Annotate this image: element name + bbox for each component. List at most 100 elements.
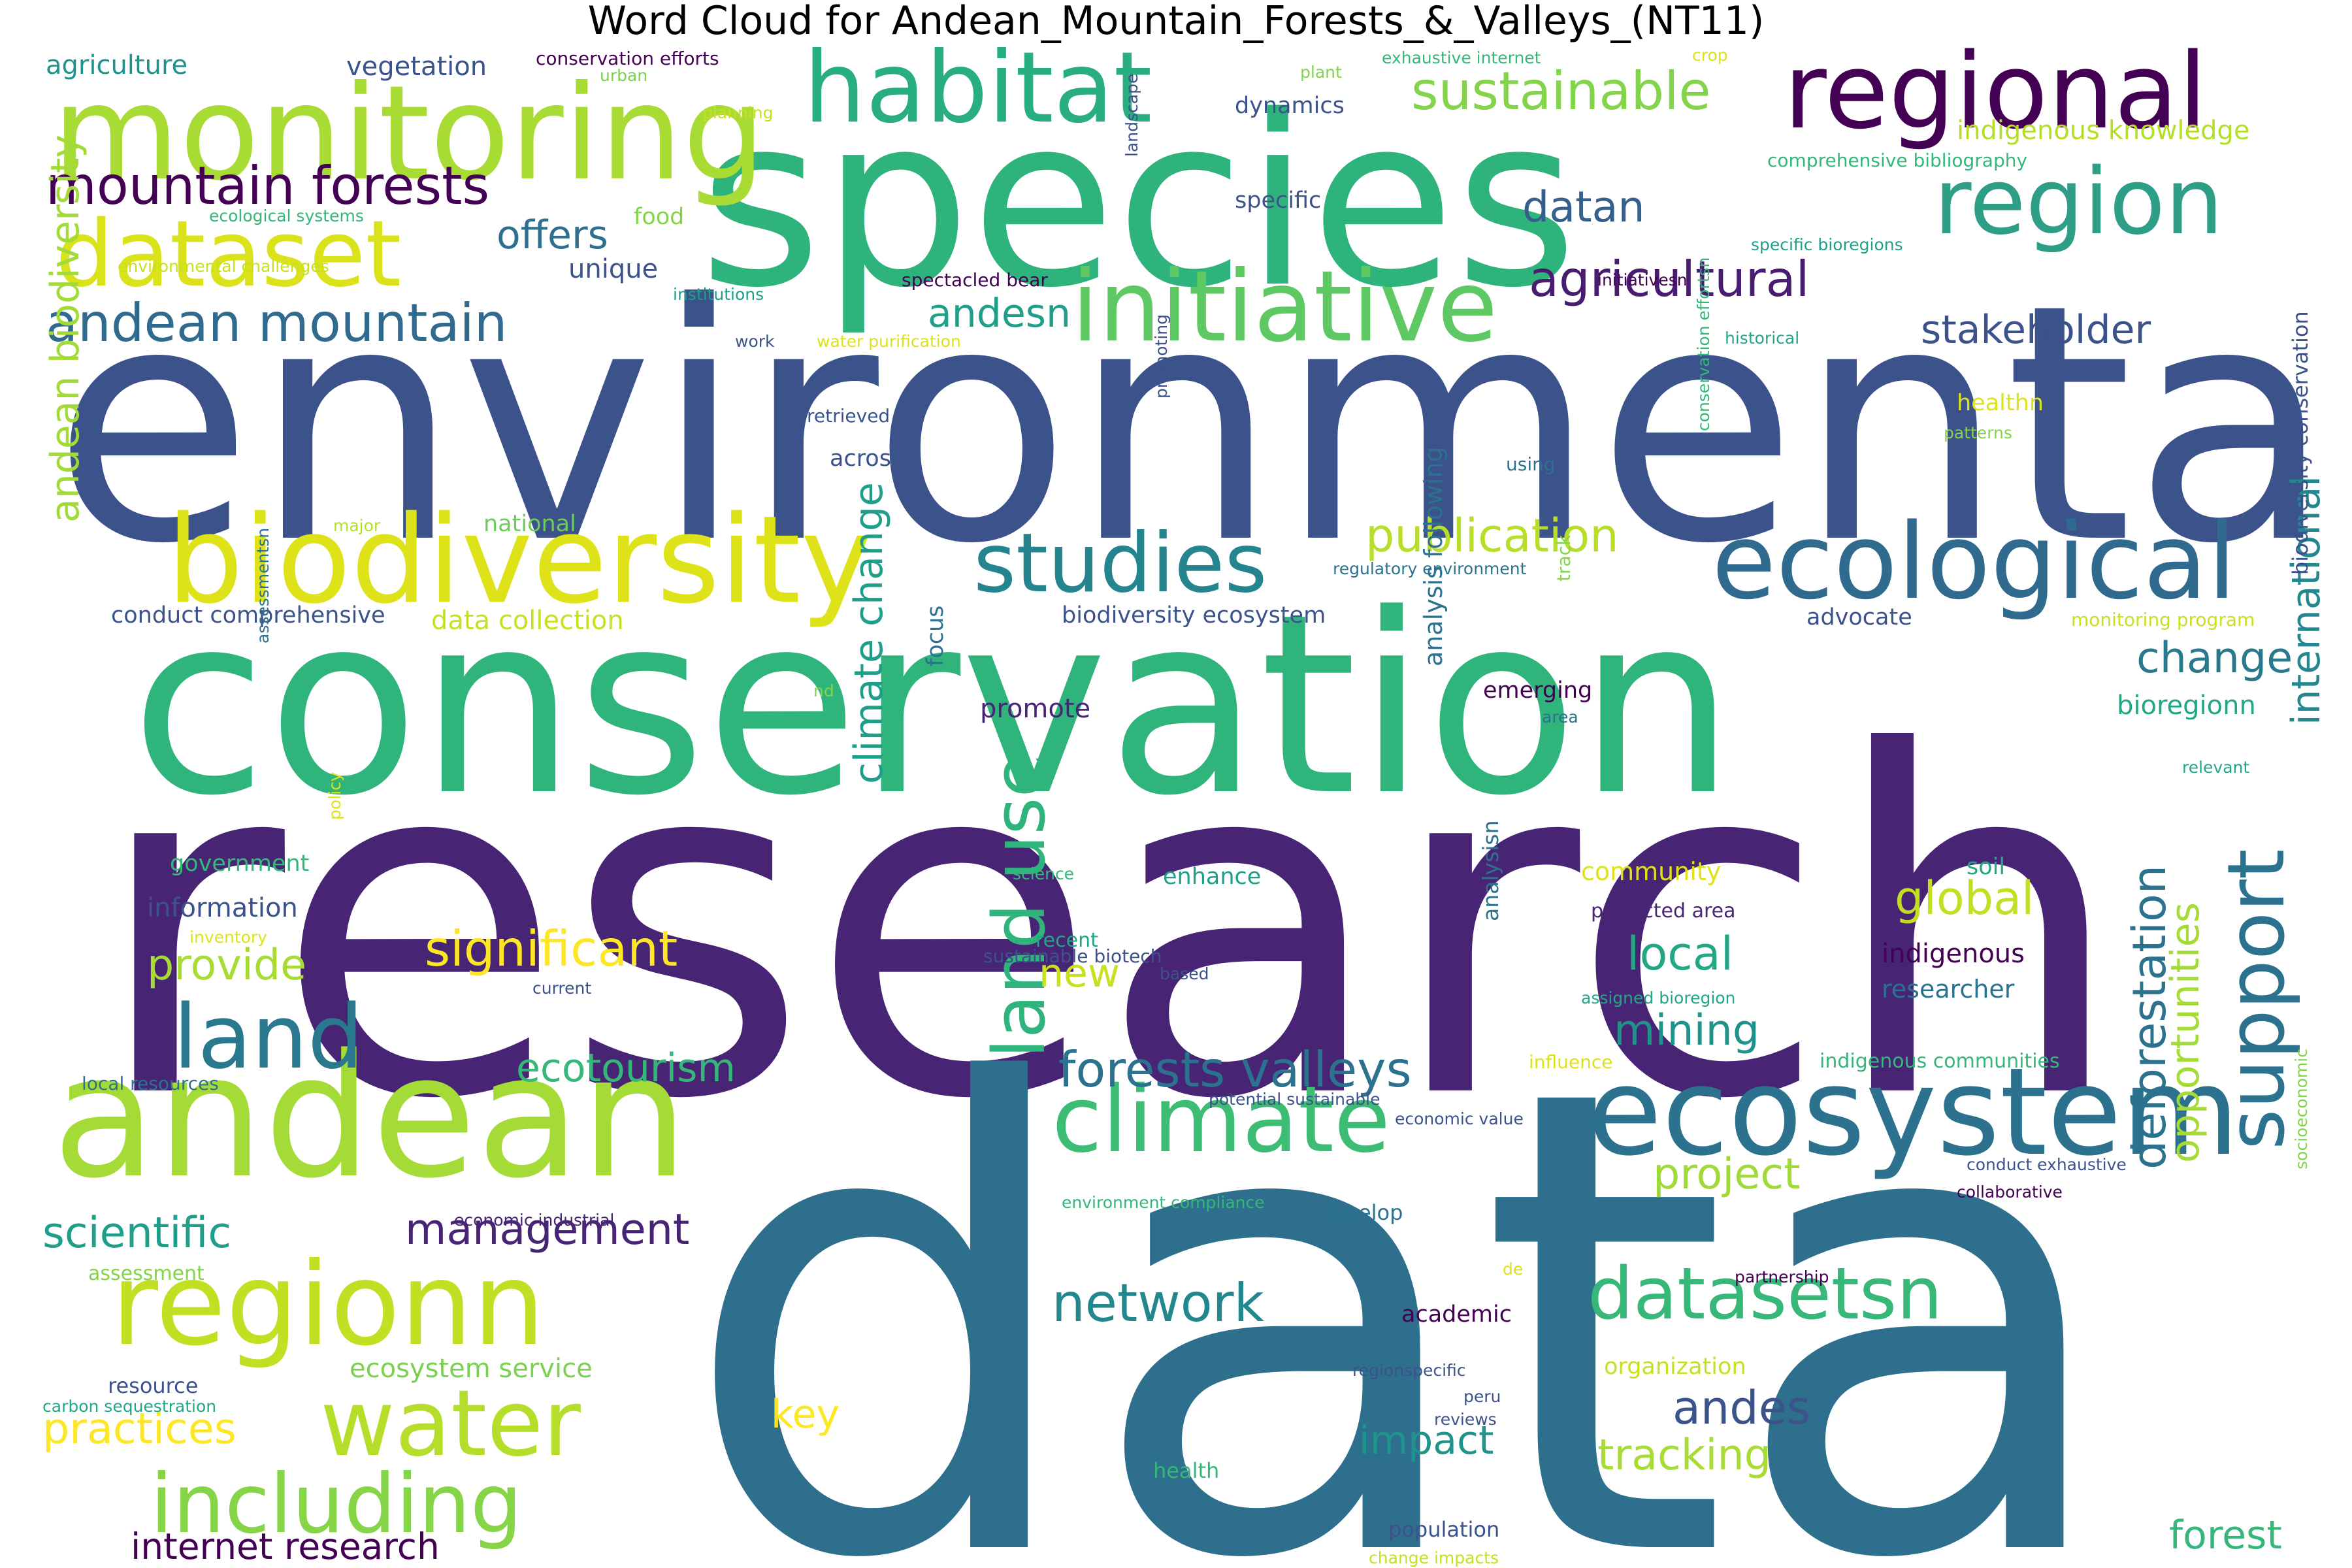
word-patterns: patterns	[1944, 423, 2012, 442]
word-dynamics: dynamics	[1235, 93, 1345, 119]
figure-title: Word Cloud for Andean_Mountain_Forests_&…	[587, 0, 1765, 44]
word-change: change	[2136, 634, 2293, 683]
word-climate-change: climate change	[846, 482, 892, 784]
word-water-purification: water purification	[817, 332, 961, 351]
word-unique: unique	[568, 254, 659, 284]
word-land: land	[173, 986, 364, 1088]
word-opportunities: opportunities	[2163, 902, 2208, 1163]
word-science: science	[1013, 864, 1075, 883]
word-analysis-following: analysis following	[1419, 446, 1448, 666]
word-local: local	[1627, 927, 1734, 981]
word-vegetation: vegetation	[346, 52, 487, 82]
word-researcher: researcher	[1882, 975, 2015, 1004]
word-based: based	[1160, 964, 1209, 983]
word-stakeholder: stakeholder	[1921, 307, 2151, 353]
word-planning: planning	[702, 103, 774, 122]
word-information: information	[147, 893, 298, 923]
word-recent: recent	[1036, 929, 1098, 952]
word-global: global	[1895, 872, 2034, 925]
word-ecosystem: ecosystem	[1588, 1041, 2240, 1183]
word-impact: impact	[1359, 1418, 1494, 1463]
word-conservation-efforts: conservation efforts	[536, 48, 719, 69]
word-data-collection: data collection	[431, 606, 624, 636]
word-support: support	[2212, 849, 2302, 1150]
word-publication: publication	[1365, 509, 1619, 563]
word-urban: urban	[600, 66, 648, 85]
word-government: government	[170, 851, 310, 877]
word-data: data	[679, 953, 2122, 1568]
word-partnership: partnership	[1735, 1267, 1829, 1286]
word-conservation: conservation	[131, 561, 1735, 850]
word-spectacled-bear: spectacled bear	[902, 269, 1048, 291]
word-track: track	[1553, 534, 1575, 581]
word-collaborative: collaborative	[1957, 1183, 2063, 1201]
word-biodiversity: biodiversity	[167, 489, 873, 630]
word-environment-compliance: environment compliance	[1062, 1193, 1265, 1212]
word-monitoring-program: monitoring program	[2071, 609, 2255, 630]
word-ecological: ecological	[1712, 500, 2237, 623]
word-network: network	[1052, 1273, 1264, 1333]
word-policy: policy	[325, 772, 344, 820]
word-agricultural: agricultural	[1529, 250, 1810, 308]
word-including: including	[150, 1457, 523, 1552]
word-indigenous-knowledge: indigenous knowledge	[1957, 116, 2250, 146]
word-historical: historical	[1725, 329, 1800, 348]
word-potential-sustainable: potential sustainable	[1209, 1090, 1380, 1109]
word-regional: regional	[1784, 30, 2208, 152]
word-promote: promote	[980, 694, 1091, 724]
word-tracking: tracking	[1597, 1431, 1771, 1480]
word-population: population	[1388, 1517, 1500, 1542]
word-sustainable-biotech: sustainable biotech	[983, 945, 1162, 967]
word-bioregionn: bioregionn	[2117, 691, 2256, 721]
word-local-resources: local resources	[82, 1073, 219, 1094]
word-carbon-sequestration: carbon sequestration	[42, 1397, 217, 1416]
word-initiativesn: initiativesn	[1597, 270, 1688, 289]
word-de: de	[1503, 1260, 1524, 1279]
word-indigenous: indigenous	[1882, 939, 2025, 969]
word-conduct-comprehensive: conduct comprehensive	[111, 602, 385, 629]
word-species: species	[699, 65, 1578, 339]
word-datasetsn: datasetsn	[1588, 1252, 1942, 1335]
word-andean-mountain: andean mountain	[46, 293, 508, 353]
word-climate: climate	[1052, 1067, 1390, 1173]
word-exhaustive-internet: exhaustive internet	[1382, 48, 1541, 67]
word-offers: offers	[497, 212, 608, 258]
word-habitat: habitat	[804, 31, 1152, 145]
word-forests-valleys: forests valleys	[1058, 1041, 1412, 1098]
word-using: using	[1506, 453, 1556, 475]
word-specific-bioregions: specific bioregions	[1751, 235, 1903, 254]
word-land-use: land use	[977, 753, 1061, 1058]
word-resource: resource	[108, 1373, 199, 1398]
word-mountain-forests: mountain forests	[46, 155, 490, 216]
word-monitoring: monitoring	[52, 57, 766, 210]
word-ecosystem-service: ecosystem service	[350, 1354, 593, 1384]
word-reviews: reviews	[1434, 1410, 1497, 1429]
word-andes: andes	[1673, 1381, 1811, 1435]
word-enhance: enhance	[1163, 864, 1262, 890]
word-comprehensive-bibliography: comprehensive bibliography	[1767, 150, 2028, 171]
word-develop: develop	[1320, 1200, 1403, 1225]
word-influence: influence	[1529, 1051, 1613, 1073]
word-andean: andean	[52, 1019, 689, 1216]
word-academic: academic	[1401, 1301, 1512, 1328]
word-environmental: environmental	[52, 235, 2352, 615]
word-dataset: dataset	[56, 201, 402, 308]
word-nd: nd	[813, 681, 834, 700]
word-ecological-systems: ecological systems	[209, 206, 364, 225]
word-advocate: advocate	[1806, 604, 1912, 630]
word-andesn: andesn	[928, 291, 1071, 336]
word-community: community	[1581, 857, 1722, 886]
word-forest: forest	[2169, 1512, 2282, 1558]
word-significant: significant	[425, 920, 678, 977]
word-peru: peru	[1463, 1387, 1501, 1406]
word-economic-value: economic value	[1395, 1109, 1524, 1128]
word-protected-area: protected area	[1591, 900, 1736, 923]
word-agriculture: agriculture	[46, 50, 188, 80]
word-environmental-challenges: environmental challenges	[118, 257, 329, 276]
word-biodiversity-ecosystem: biodiversity ecosystem	[1062, 602, 1326, 629]
word-socioeconomic: socioeconomic	[2292, 1049, 2311, 1169]
word-assessmentsn: assessmentsn	[253, 527, 272, 644]
word-change-impacts: change impacts	[1369, 1548, 1499, 1567]
word-emerging: emerging	[1483, 678, 1593, 704]
